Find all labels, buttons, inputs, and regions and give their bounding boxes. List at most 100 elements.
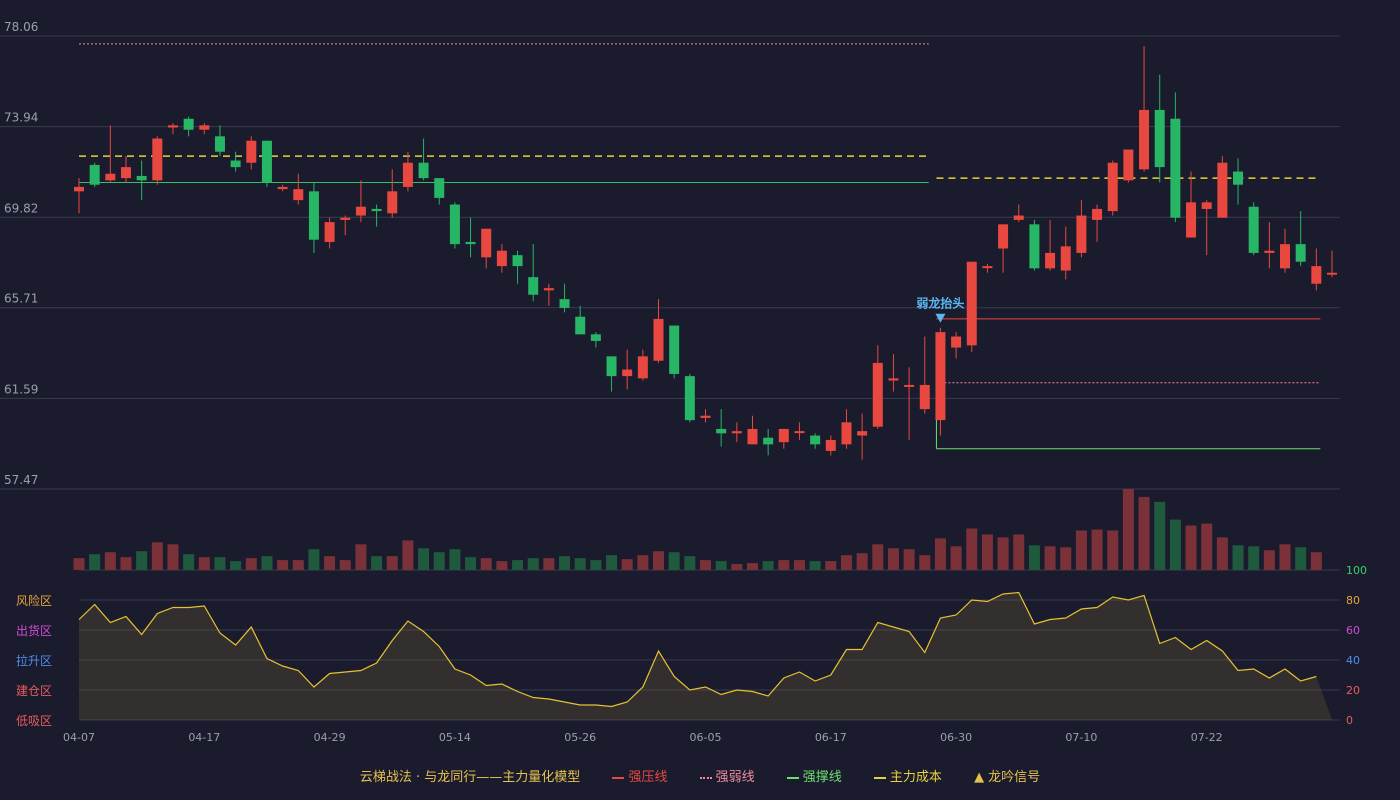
volume-bar bbox=[1028, 545, 1040, 570]
candle-body bbox=[434, 178, 445, 198]
candle-body bbox=[214, 136, 225, 152]
legend-label: 强弱线 bbox=[715, 770, 755, 785]
legend-item-strong-pressure[interactable]: 强压线 bbox=[612, 766, 667, 785]
x-tick-label: 05-26 bbox=[564, 731, 596, 744]
candle-body bbox=[575, 316, 586, 335]
candle-body bbox=[1170, 118, 1181, 218]
indicator-tick-label: 0 bbox=[1346, 714, 1353, 727]
volume-bar bbox=[872, 544, 884, 570]
indicator-tick-label: 80 bbox=[1346, 594, 1360, 607]
legend-swatch bbox=[786, 776, 799, 779]
candle-body bbox=[1013, 215, 1024, 220]
candle-body bbox=[465, 241, 476, 245]
candle-body bbox=[778, 428, 789, 443]
indicator-tick-label: 20 bbox=[1346, 684, 1360, 697]
candle-body bbox=[951, 336, 962, 348]
volume-bar bbox=[778, 560, 790, 570]
x-tick-label: 07-22 bbox=[1191, 731, 1223, 744]
candle-body bbox=[1201, 202, 1212, 209]
candle-body bbox=[89, 164, 100, 185]
candle-body bbox=[872, 362, 883, 427]
volume-bar bbox=[1044, 546, 1056, 570]
candle-body bbox=[606, 356, 617, 377]
candle-body bbox=[888, 378, 899, 381]
indicator-line bbox=[78, 591, 1317, 708]
volume-bar bbox=[559, 556, 571, 570]
legend-item-strength-line[interactable]: 强弱线 bbox=[699, 766, 755, 785]
volume-bar bbox=[966, 528, 978, 570]
candle-body bbox=[1264, 250, 1275, 253]
volume-bar bbox=[89, 554, 101, 570]
volume-bar bbox=[950, 546, 962, 570]
candle-body bbox=[763, 437, 774, 445]
volume-bar bbox=[1185, 525, 1197, 570]
candle-body bbox=[966, 261, 977, 346]
volume-bar bbox=[1091, 529, 1103, 570]
price-tick-label: 57.47 bbox=[4, 473, 38, 487]
candle-body bbox=[653, 318, 664, 361]
volume-bar bbox=[339, 560, 351, 570]
volume-bar bbox=[449, 549, 461, 570]
marker-label: 弱龙抬头 bbox=[916, 296, 964, 311]
candle-body bbox=[810, 435, 821, 445]
legend-swatch bbox=[873, 776, 886, 779]
volume-bar bbox=[324, 556, 336, 570]
legend-title: 云梯战法 · 与龙同行——主力量化模型 bbox=[359, 770, 581, 785]
volume-bar bbox=[183, 554, 195, 570]
legend-label: 龙吟信号 bbox=[988, 770, 1041, 785]
volume-bar bbox=[277, 560, 289, 570]
volume-bar bbox=[120, 557, 132, 570]
candle-body bbox=[857, 431, 868, 436]
candle-body bbox=[387, 191, 398, 214]
candle-body bbox=[481, 228, 492, 258]
volume-bar bbox=[715, 561, 727, 570]
candle-body bbox=[559, 299, 570, 308]
candle-body bbox=[105, 173, 116, 181]
legend-item-dragon-signal[interactable]: ▲ 龙吟信号 bbox=[974, 766, 1040, 785]
volume-bar bbox=[433, 552, 445, 570]
candle-body bbox=[1029, 224, 1040, 269]
candle-body bbox=[183, 118, 194, 130]
legend-item-strong-support[interactable]: 强撑线 bbox=[786, 766, 842, 785]
candle-body bbox=[982, 266, 993, 269]
volume-bar bbox=[418, 548, 430, 570]
x-tick-label: 05-14 bbox=[439, 731, 471, 744]
volume-bar bbox=[496, 561, 508, 570]
volume-bar bbox=[198, 557, 210, 570]
price-tick-label: 61.59 bbox=[4, 382, 38, 396]
price-tick-label: 69.82 bbox=[4, 201, 38, 215]
volume-bar bbox=[543, 558, 555, 570]
candle-body bbox=[998, 224, 1009, 249]
volume-bar bbox=[386, 556, 398, 570]
legend-label: 强压线 bbox=[628, 770, 668, 785]
x-tick-label: 04-07 bbox=[63, 731, 95, 744]
volume-bar bbox=[700, 560, 711, 570]
volume-bar bbox=[214, 557, 226, 570]
zone-label: 低吸区 bbox=[16, 714, 52, 728]
volume-bar bbox=[1122, 489, 1134, 570]
volume-bar bbox=[527, 558, 539, 570]
legend-item-main-cost[interactable]: 主力成本 bbox=[873, 766, 942, 785]
candle-body bbox=[324, 222, 335, 242]
candle-body bbox=[1076, 215, 1087, 253]
volume-bar bbox=[606, 555, 618, 570]
volume-bar bbox=[1169, 519, 1181, 570]
candle-body bbox=[402, 162, 413, 187]
candle-body bbox=[700, 415, 711, 418]
candle-body bbox=[731, 431, 742, 434]
volume-bar bbox=[1279, 544, 1291, 570]
legend-swatch bbox=[699, 776, 712, 779]
candle-body bbox=[1123, 149, 1134, 181]
indicator-tick-label: 100 bbox=[1346, 564, 1367, 577]
volume-bar bbox=[1216, 537, 1228, 570]
candle-body bbox=[1092, 208, 1103, 220]
legend-swatch bbox=[612, 776, 625, 779]
volume-bar bbox=[997, 537, 1009, 570]
candle-body bbox=[246, 140, 257, 163]
volume-bar bbox=[903, 549, 915, 570]
volume-bar bbox=[1248, 546, 1260, 570]
candle-body bbox=[293, 189, 304, 201]
zone-label: 拉升区 bbox=[16, 653, 52, 668]
candle-body bbox=[1248, 206, 1259, 253]
